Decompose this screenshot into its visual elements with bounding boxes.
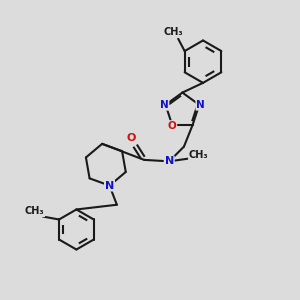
Text: O: O (126, 134, 136, 143)
Text: CH₃: CH₃ (25, 206, 44, 216)
Text: N: N (165, 156, 174, 166)
Text: N: N (105, 181, 114, 190)
Text: CH₃: CH₃ (163, 27, 183, 37)
Text: N: N (160, 100, 169, 110)
Text: N: N (196, 100, 205, 110)
Text: CH₃: CH₃ (189, 151, 208, 160)
Text: O: O (168, 121, 176, 131)
